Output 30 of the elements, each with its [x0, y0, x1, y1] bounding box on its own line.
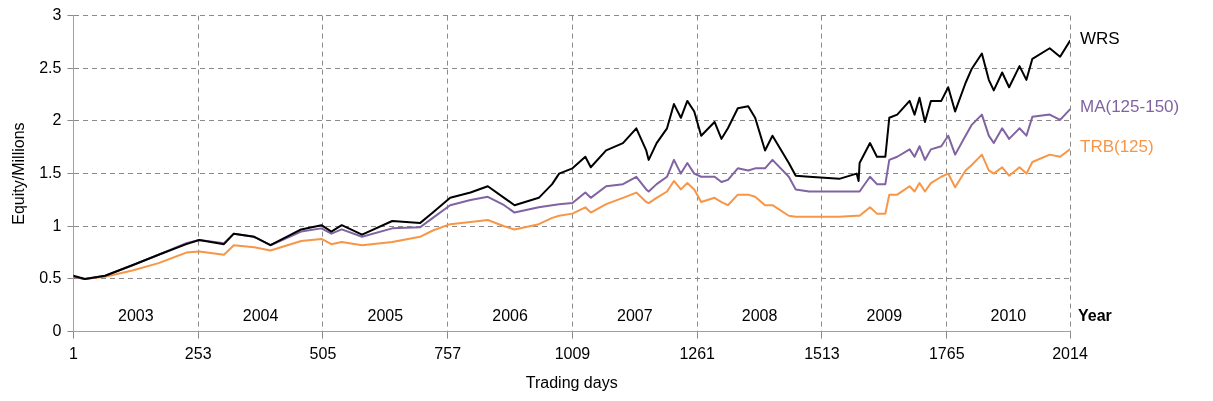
- y-tick-label: 1: [52, 216, 62, 234]
- y-tick-label: 1.5: [39, 164, 62, 182]
- series-label: MA(125-150): [1080, 97, 1180, 117]
- annotation: 2009: [866, 307, 903, 325]
- x-axis-title: Trading days: [525, 373, 618, 391]
- annotation: 2007: [617, 307, 653, 325]
- y-axis-title: Equity/Millions: [10, 122, 28, 225]
- y-tick-label: 0.5: [39, 269, 62, 287]
- annotation: 2005: [367, 307, 404, 325]
- annotation: 2008: [741, 307, 778, 325]
- x-tick-label: 1765: [928, 344, 965, 362]
- annotation: 2006: [492, 307, 528, 325]
- series-label: WRS: [1080, 28, 1120, 48]
- text: Year: [1078, 307, 1112, 325]
- x-tick-label: 1: [68, 344, 78, 362]
- y-tick-label: 3: [52, 6, 62, 24]
- x-tick-label: 2014: [1052, 344, 1088, 362]
- x-tick-label: 505: [309, 344, 337, 362]
- x-tick-label: 1009: [554, 344, 591, 362]
- series-label: TRB(125): [1080, 137, 1154, 157]
- annotation: 2010: [990, 307, 1027, 325]
- annotation: 2003: [118, 307, 154, 325]
- y-tick-label: 0: [52, 322, 62, 340]
- x-tick-label: 253: [184, 344, 212, 362]
- y-tick-label: 2.5: [39, 58, 62, 76]
- x-tick-label: 1513: [804, 344, 840, 362]
- x-tick-label: 1261: [679, 344, 716, 362]
- annotation: 2004: [242, 307, 279, 325]
- y-tick-label: 2: [52, 111, 62, 129]
- x-tick-label: 757: [434, 344, 462, 362]
